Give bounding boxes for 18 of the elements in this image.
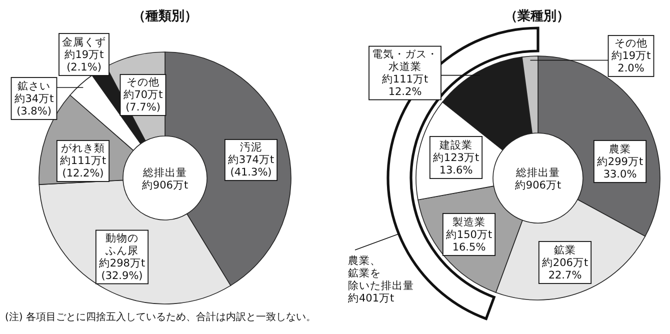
label: 建設業 約123万t 13.6% — [432, 140, 480, 176]
label: 動物のふん尿 約298万t (32.9%) — [98, 232, 146, 282]
annotation: 総排出量 約906万t — [142, 167, 188, 192]
annotation: (注) 各項目ごとに四捨五入しているため、合計は内訳と一致しない。 — [5, 312, 316, 323]
label: 鉱さい 約34万t (3.8%) — [14, 80, 54, 118]
label: 農業 約299万t 33.0% — [596, 144, 644, 180]
label: 金属くず 約19万t (2.1%) — [62, 36, 106, 74]
title: （業種別） — [504, 9, 570, 24]
label: がれき類 約111万t (12.2%) — [60, 142, 106, 180]
label: 汚泥 約374万t (41.3%) — [228, 142, 274, 178]
annotation: 農業、鉱業を除いた排出量 約401万t — [348, 255, 414, 304]
label: 製造業 約150万t 16.5% — [446, 216, 492, 254]
label: 電気・ガス・水道業 約111万t 12.2% — [372, 48, 438, 98]
label: その他 約70万t (7.7%) — [123, 76, 163, 114]
label: その他 約19万t 2.0% — [611, 38, 651, 74]
label: 鉱業 約206万t 22.7% — [542, 244, 588, 282]
title: （種類別） — [132, 9, 198, 24]
annotation: 総排出量 約906万t — [514, 167, 562, 192]
